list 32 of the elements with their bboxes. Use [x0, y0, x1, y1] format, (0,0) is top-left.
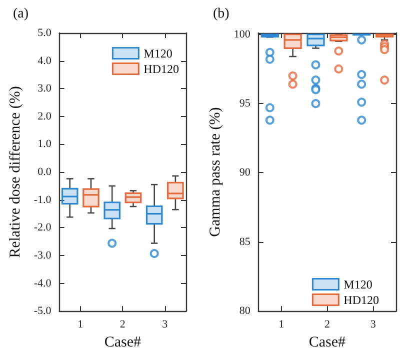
x-axis-title: Case#: [308, 334, 346, 350]
x-tick-label: 1: [278, 318, 284, 331]
y-axis-title: Relative dose difference (%): [8, 86, 24, 258]
y-tick-label: -1.0: [34, 194, 52, 206]
legend-label: HD120: [344, 292, 380, 307]
y-tick-label: 2.0: [38, 110, 52, 122]
y-tick-label: 5.0: [38, 27, 52, 39]
y-tick-label: -2.0: [34, 222, 52, 234]
legend-label: M120: [344, 277, 372, 292]
chart-title: (a): [13, 6, 29, 22]
y-tick-label: 100: [234, 28, 251, 40]
x-tick-label: 2: [324, 318, 330, 331]
x-tick-label: 3: [162, 318, 168, 331]
x-tick-label: 2: [120, 318, 126, 331]
legend-label: M120: [144, 46, 172, 60]
y-tick-label: 0.0: [38, 166, 52, 178]
legend-label: HD120: [144, 62, 180, 76]
y-tick-label: 1.0: [38, 138, 52, 150]
x-tick-label: 1: [78, 318, 84, 331]
y-tick-label: 4.0: [38, 54, 52, 67]
y-tick-label: 85: [239, 236, 251, 248]
x-axis-title: Case#: [104, 334, 142, 350]
y-tick-label: -4.0: [34, 277, 52, 290]
y-tick-label: -5.0: [34, 305, 52, 318]
y-tick-label: 3.0: [38, 82, 52, 95]
y-tick-label: 95: [239, 98, 251, 110]
y-tick-label: -3.0: [34, 249, 52, 262]
x-tick-label: 3: [370, 318, 376, 331]
y-axis-title: Gamma pass rate (%): [208, 107, 224, 237]
y-tick-label: 80: [239, 305, 251, 318]
y-tick-label: 90: [239, 166, 251, 179]
chart-title: (b): [213, 6, 230, 22]
